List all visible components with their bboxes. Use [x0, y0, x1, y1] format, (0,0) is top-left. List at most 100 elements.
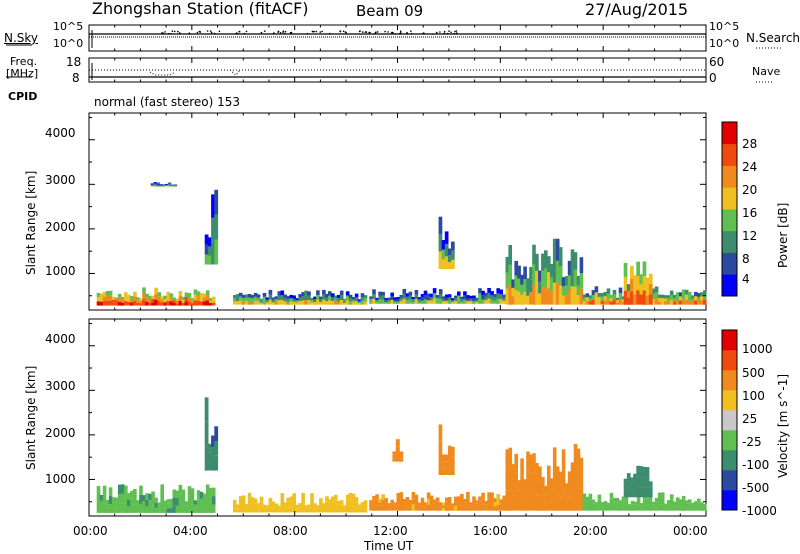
- echo-cell: [687, 506, 692, 511]
- echo-cell: [405, 501, 410, 507]
- echo-cell: [573, 287, 578, 305]
- noise-sample: [161, 32, 163, 34]
- echo-cell: [375, 299, 379, 302]
- echo-cell: [233, 298, 237, 302]
- echo-cell: [390, 296, 394, 300]
- echo-cell: [238, 296, 243, 301]
- echo-cell: [414, 494, 419, 500]
- echo-cell: [700, 502, 704, 506]
- echo-cell: [429, 500, 434, 506]
- echo-region: [392, 439, 404, 462]
- echo-cell: [375, 505, 379, 511]
- echo-cell: [657, 297, 662, 302]
- echo-cell: [451, 259, 455, 269]
- echo-cell: [250, 301, 255, 305]
- echo-cell: [609, 294, 614, 298]
- noise-sample: [213, 32, 216, 35]
- echo-cell: [678, 292, 683, 297]
- echo-cell: [697, 300, 701, 305]
- echo-cell: [169, 503, 174, 509]
- echo-cell: [478, 293, 482, 299]
- echo-cell: [429, 505, 434, 511]
- echo-cell: [283, 502, 288, 506]
- echo-cell: [114, 507, 119, 513]
- echo-cell: [672, 294, 677, 299]
- echo-cell: [626, 290, 631, 298]
- echo-cell: [277, 510, 282, 513]
- echo-cell: [342, 507, 347, 510]
- noise-sample: [162, 32, 165, 35]
- echo-cell: [576, 295, 581, 305]
- echo-cell: [328, 295, 332, 301]
- echo-cell: [214, 214, 219, 240]
- echo-cell: [307, 509, 311, 513]
- echo-cell: [691, 502, 695, 506]
- echo-cell: [283, 297, 288, 302]
- echo-cell: [304, 505, 308, 508]
- echo-cell: [211, 241, 215, 265]
- echo-region: [233, 289, 368, 305]
- noise-sample: [170, 33, 172, 35]
- echo-cell: [447, 300, 452, 304]
- echo-cell: [457, 299, 461, 304]
- echo-cell: [582, 297, 587, 302]
- echo-cell: [166, 301, 171, 306]
- echo-cell: [675, 300, 680, 305]
- echo-cell: [660, 498, 665, 505]
- echo-cell: [579, 273, 584, 289]
- echo-cell: [564, 492, 569, 502]
- echo-cell: [283, 505, 288, 510]
- echo-cell: [196, 505, 201, 513]
- noise-sample: [312, 30, 314, 33]
- echo-cell: [114, 497, 119, 503]
- echo-cell: [454, 298, 458, 301]
- echo-cell: [339, 508, 344, 513]
- echo-cell: [145, 499, 149, 507]
- echo-cell: [618, 287, 623, 294]
- echo-cell: [429, 495, 434, 501]
- echo-cell: [348, 506, 353, 513]
- echo-cell: [319, 507, 323, 513]
- echo-cell: [623, 484, 628, 492]
- echo-cell: [687, 300, 692, 305]
- echo-cell: [426, 498, 431, 505]
- echo-cell: [555, 481, 560, 496]
- echo-cell: [372, 294, 376, 299]
- echo-cell: [381, 499, 385, 506]
- echo-cell: [348, 301, 353, 305]
- echo-cell: [271, 505, 276, 509]
- echo-cell: [484, 300, 488, 304]
- echo-cell: [529, 267, 533, 280]
- echo-cell: [697, 506, 701, 511]
- echo-cell: [481, 504, 485, 511]
- noise-sample: [210, 31, 213, 34]
- echo-cell: [645, 477, 650, 488]
- echo-cell: [384, 498, 388, 503]
- echo-cell: [256, 301, 261, 305]
- echo-cell: [694, 296, 698, 301]
- echo-cell: [684, 500, 689, 504]
- echo-cell: [310, 506, 314, 513]
- echo-cell: [381, 295, 385, 300]
- echo-cell: [268, 507, 273, 513]
- echo-cell: [256, 294, 261, 298]
- echo-cell: [626, 473, 631, 482]
- echo-cell: [159, 185, 163, 186]
- echo-cell: [259, 298, 264, 301]
- echo-cell: [259, 302, 264, 305]
- echo-cell: [502, 300, 506, 304]
- echo-cell: [375, 499, 379, 506]
- echo-cell: [555, 495, 560, 511]
- echo-cell: [289, 294, 293, 299]
- noise-sample: [171, 30, 174, 32]
- echo-cell: [262, 292, 267, 297]
- echo-cell: [334, 494, 338, 501]
- echo-cell: [541, 253, 545, 271]
- echo-cell: [402, 502, 407, 507]
- noise-sample: [177, 30, 179, 33]
- echo-cell: [626, 489, 631, 498]
- echo-cell: [475, 503, 479, 508]
- echo-cell: [582, 294, 587, 298]
- echo-cell: [214, 189, 219, 215]
- echo-cell: [387, 299, 391, 302]
